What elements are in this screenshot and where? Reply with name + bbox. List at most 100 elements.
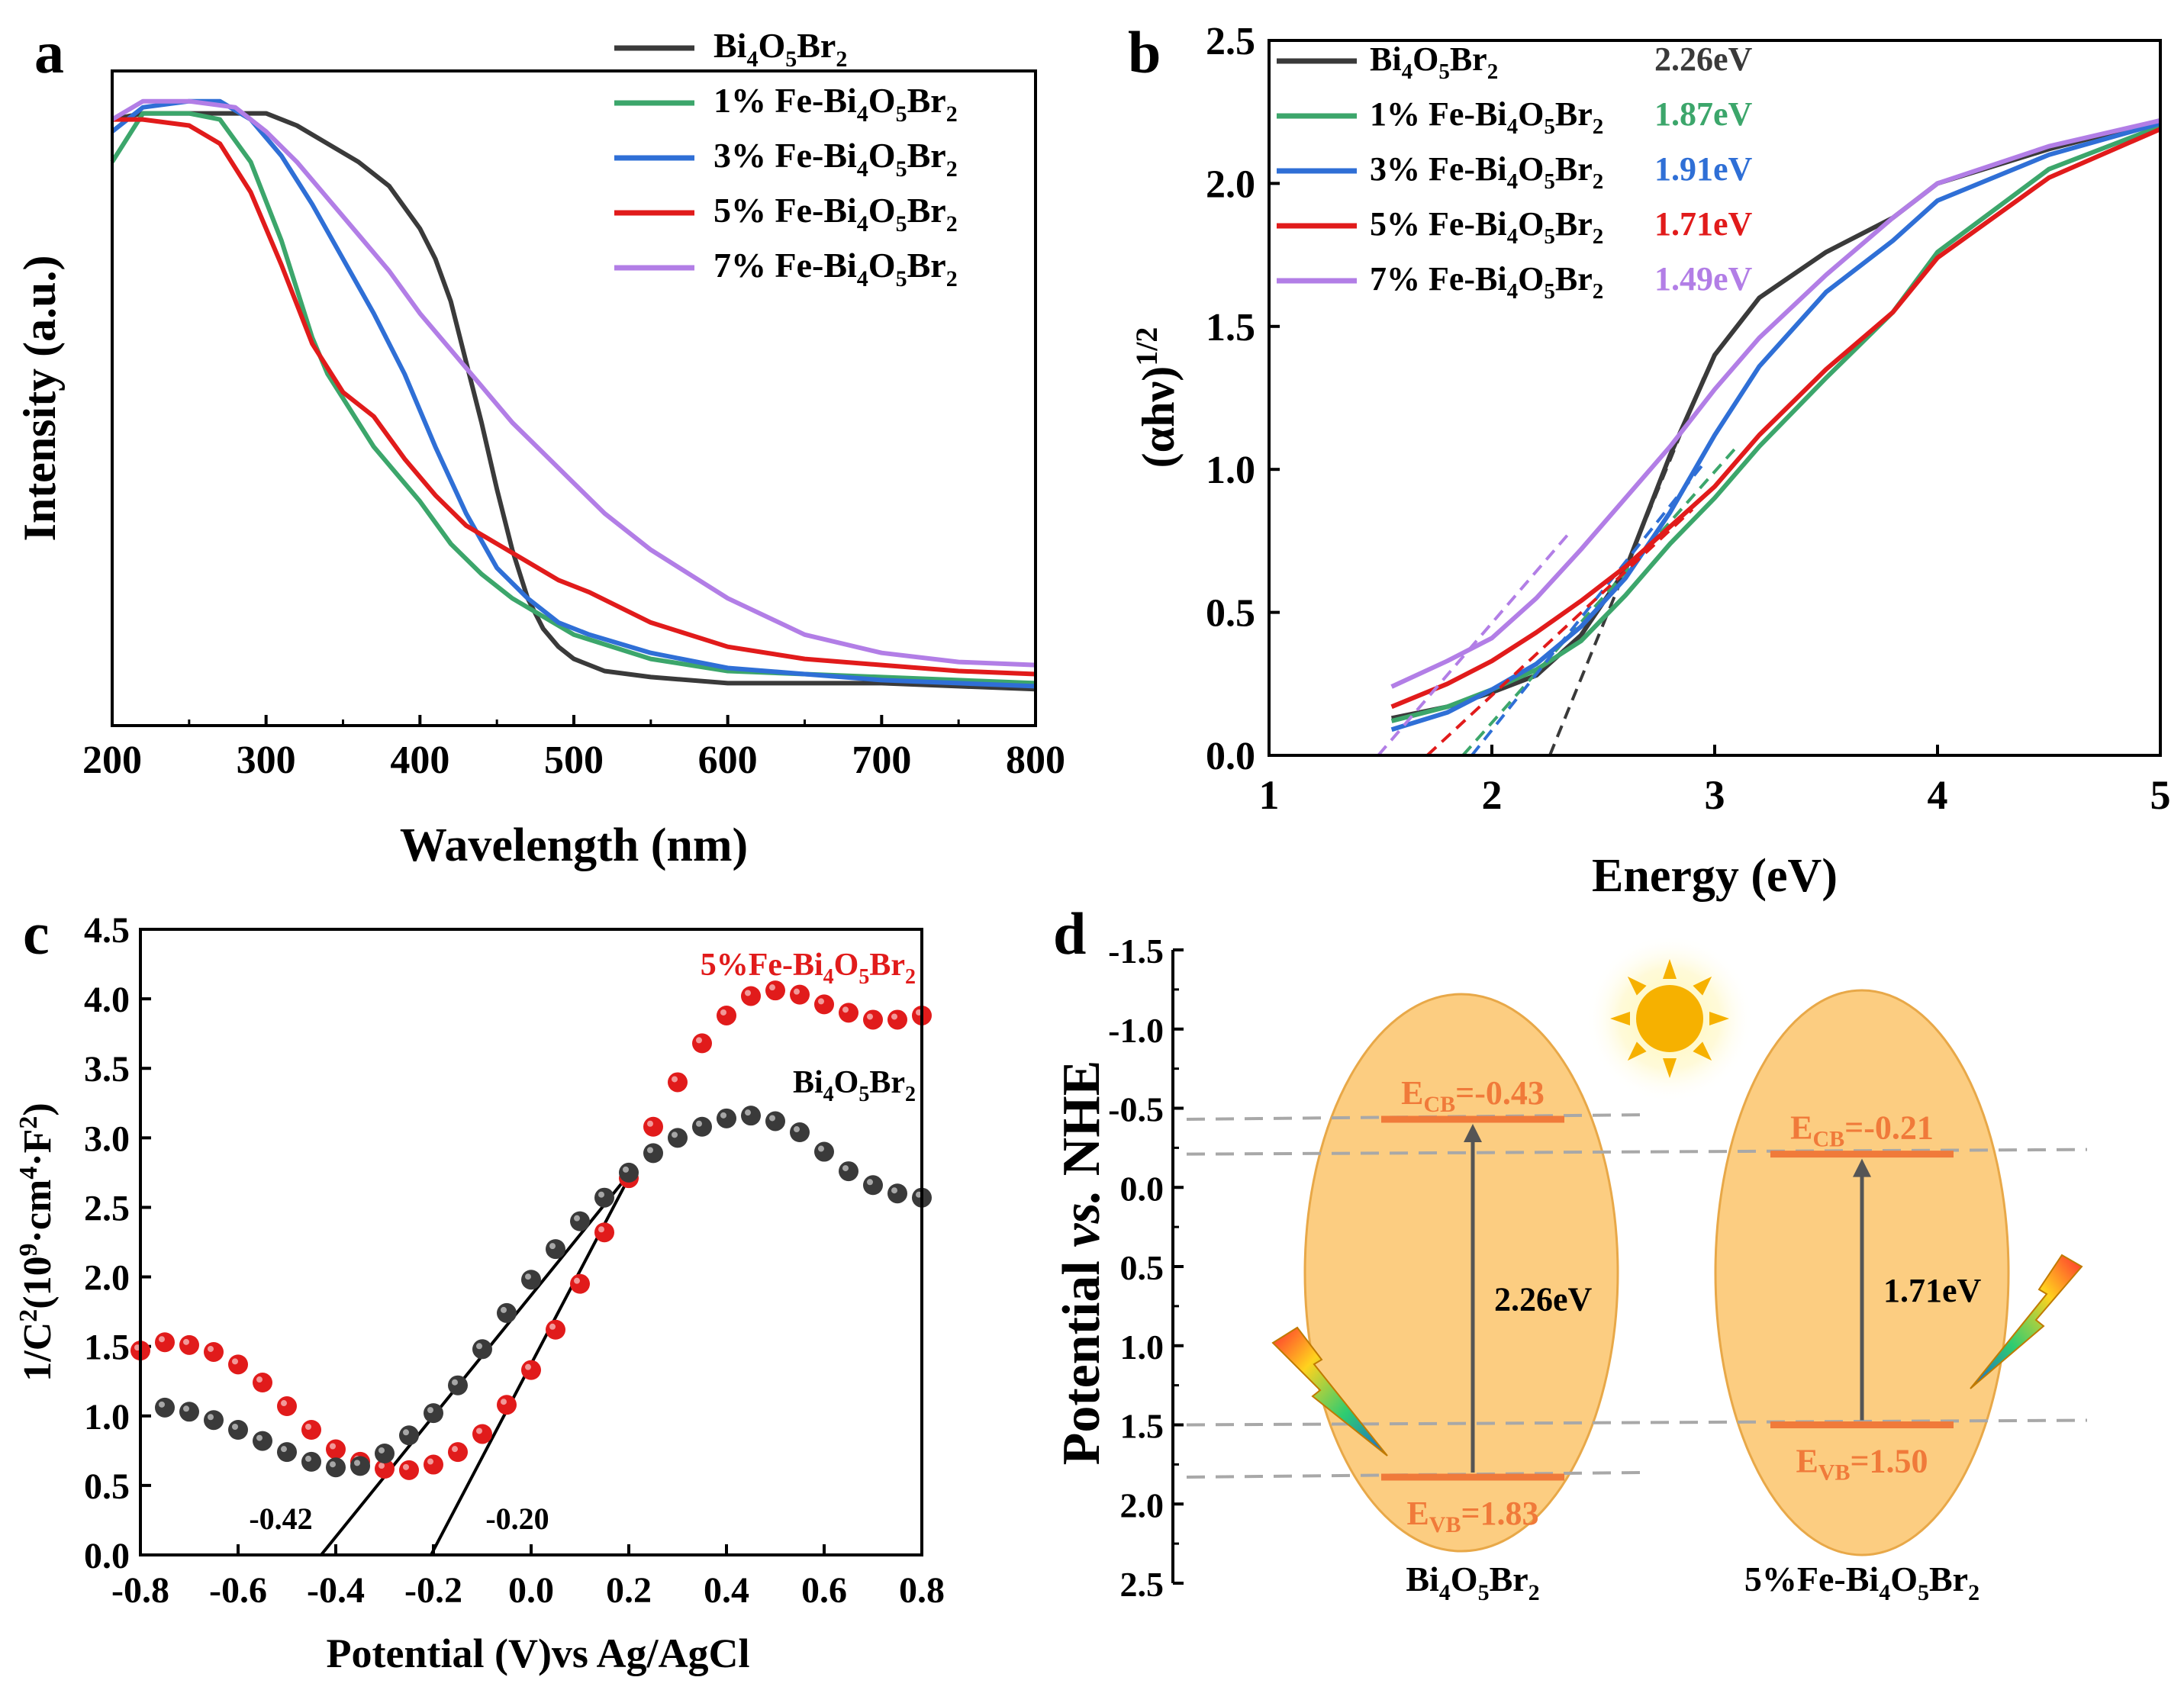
data-point-red bbox=[179, 1334, 199, 1355]
ref-dashed-line bbox=[1186, 1148, 2088, 1156]
y-tick-label: -0.5 bbox=[1108, 1090, 1164, 1129]
intercept-label: -0.42 bbox=[249, 1502, 312, 1536]
text-part: 5 bbox=[1544, 279, 1555, 304]
c-ylabel-sup: 2 bbox=[14, 1116, 43, 1129]
text-part: O bbox=[1890, 1560, 1918, 1598]
series-line-purple bbox=[1390, 117, 2161, 689]
data-point-black bbox=[497, 1302, 517, 1323]
c-ylabel-part: ) bbox=[16, 1103, 60, 1115]
data-point-red bbox=[594, 1222, 614, 1243]
panel-c-frame bbox=[139, 928, 923, 1556]
text-part: 2 bbox=[1593, 279, 1604, 304]
x-tick-label: 0.2 bbox=[606, 1570, 652, 1611]
text-part: Br bbox=[1555, 150, 1593, 188]
data-point-black bbox=[887, 1183, 907, 1204]
sun-ray bbox=[1709, 1012, 1729, 1025]
x-tick-label: 2 bbox=[1482, 772, 1503, 818]
data-point-highlight bbox=[818, 998, 824, 1005]
data-point-black bbox=[765, 1111, 785, 1131]
text-part: 4 bbox=[823, 1083, 834, 1106]
data-point-highlight bbox=[403, 1429, 409, 1436]
text-part: Bi bbox=[1406, 1560, 1439, 1598]
data-point-highlight bbox=[305, 1455, 311, 1462]
legend-bandgap-value: 1.87eV bbox=[1654, 95, 1753, 133]
text-part: Br bbox=[1490, 1560, 1528, 1598]
data-point-highlight bbox=[281, 1400, 287, 1407]
panel-b-ylabel: (αhν)1/2 bbox=[1129, 327, 1184, 468]
text-part: 2 bbox=[836, 47, 847, 72]
data-point-highlight bbox=[378, 1463, 385, 1469]
panel-c: c -0.8 -0.6 -0.4 -0.2 0.0 0.2 0.4 0.6 0.8 0.0 0.5 1… bbox=[14, 900, 945, 1676]
data-point-red bbox=[301, 1420, 321, 1440]
text-part: Br bbox=[1450, 40, 1487, 78]
y-tick-label: 1.0 bbox=[84, 1397, 130, 1437]
legend-entry: 3% Fe-Bi4O5Br2 bbox=[714, 136, 958, 182]
data-point-red bbox=[497, 1395, 517, 1415]
data-point-highlight bbox=[159, 1401, 165, 1408]
text-part: 5% Fe-Bi bbox=[714, 191, 857, 230]
text-part: 2 bbox=[1593, 169, 1604, 194]
text-part: =1.50 bbox=[1850, 1443, 1928, 1480]
data-point-black bbox=[570, 1211, 590, 1231]
text-part: VB bbox=[1818, 1460, 1851, 1486]
sun-ray bbox=[1663, 1058, 1677, 1078]
text-part: =-0.43 bbox=[1455, 1074, 1545, 1112]
data-point-highlight bbox=[574, 1277, 580, 1284]
c-ylabel-part: ·F bbox=[16, 1129, 60, 1167]
data-point-highlight bbox=[354, 1460, 360, 1466]
data-point-highlight bbox=[525, 1273, 531, 1280]
data-point-highlight bbox=[452, 1446, 458, 1453]
text-part: 7% Fe-Bi bbox=[1370, 260, 1507, 298]
legend-entry: 7% Fe-Bi4O5Br2 bbox=[714, 246, 958, 291]
data-point-red bbox=[717, 1005, 736, 1025]
text-part: 2 bbox=[946, 156, 958, 182]
text-part: 4 bbox=[1402, 60, 1413, 84]
y-tick-label: 0.5 bbox=[1206, 592, 1255, 636]
y-tick-label: 2.5 bbox=[1120, 1565, 1164, 1604]
x-tick-label: 0.0 bbox=[508, 1570, 554, 1611]
data-point-highlight bbox=[842, 1165, 849, 1172]
text-part: Br bbox=[869, 948, 905, 983]
text-part: O bbox=[868, 191, 896, 230]
data-point-highlight bbox=[476, 1428, 482, 1434]
data-point-red bbox=[839, 1003, 858, 1023]
x-tick-label: 500 bbox=[544, 739, 604, 782]
data-point-highlight bbox=[183, 1338, 189, 1345]
x-tick-label: -0.4 bbox=[307, 1570, 365, 1611]
text-part: 2 bbox=[946, 211, 958, 237]
text-part: E bbox=[1796, 1443, 1818, 1480]
data-point-black bbox=[521, 1270, 541, 1290]
c-ylabel-sup: 2 bbox=[14, 1309, 43, 1322]
data-point-red bbox=[521, 1360, 541, 1380]
data-point-highlight bbox=[256, 1434, 263, 1441]
panel-c-letter: c bbox=[23, 900, 50, 967]
text-part: 4 bbox=[857, 156, 868, 182]
tangent-line-red bbox=[1425, 508, 1694, 757]
x-tick-label: 200 bbox=[82, 739, 142, 782]
legend-bandgap-value: 1.49eV bbox=[1654, 260, 1753, 298]
data-point-black bbox=[546, 1239, 565, 1260]
text-part: 4 bbox=[857, 211, 868, 237]
series-line-green bbox=[1390, 124, 2162, 723]
text-part: 1% Fe-Bi bbox=[714, 81, 857, 120]
x-tick-label: 3 bbox=[1705, 772, 1725, 818]
text-part: Br bbox=[1555, 95, 1593, 133]
tangent-line-purple bbox=[1377, 531, 1571, 757]
legend-entry: Bi4O5Br2 bbox=[1370, 40, 1498, 84]
data-point-highlight bbox=[501, 1306, 507, 1313]
text-part: Br bbox=[907, 246, 946, 285]
legend-entry: 1% Fe-Bi4O5Br2 bbox=[1370, 95, 1603, 139]
ref-dashed-line bbox=[1186, 1418, 2088, 1427]
legend-bandgap-value: 1.71eV bbox=[1654, 205, 1753, 243]
c-ylabel-sup: 9 bbox=[14, 1243, 43, 1256]
panel-b-frame bbox=[1268, 39, 2162, 757]
text-part: 5% Fe-Bi bbox=[1370, 205, 1507, 243]
data-point-highlight bbox=[208, 1345, 214, 1352]
legend-entry: 5% Fe-Bi4O5Br2 bbox=[714, 191, 958, 237]
data-point-red bbox=[570, 1273, 590, 1294]
panel-d-plot-area: -1.5-1.0-0.50.00.51.01.52.02.5ECB=-0.43E… bbox=[1108, 932, 2088, 1605]
data-point-highlight bbox=[647, 1147, 653, 1154]
data-point-black bbox=[619, 1162, 639, 1183]
series-line-purple bbox=[111, 98, 1036, 668]
text-part: Br bbox=[1555, 260, 1593, 298]
